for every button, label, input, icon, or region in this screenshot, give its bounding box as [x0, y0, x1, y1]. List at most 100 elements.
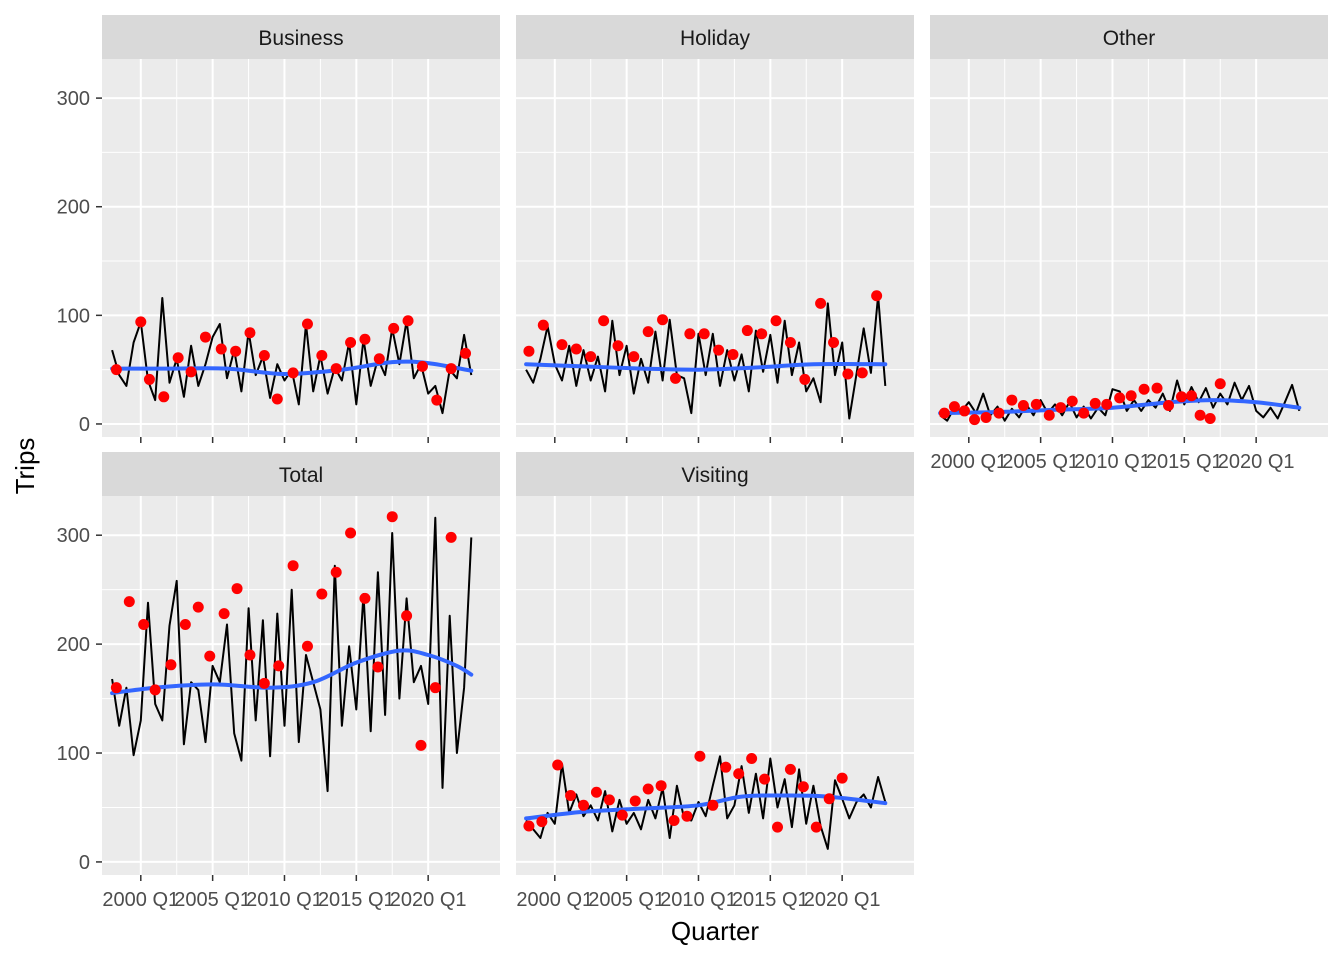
- panel-background: [516, 496, 914, 875]
- peak-point: [603, 794, 615, 806]
- peak-point: [629, 795, 641, 807]
- peak-point: [642, 783, 654, 795]
- peak-point: [110, 682, 122, 694]
- peak-point: [1114, 392, 1126, 404]
- peak-point: [1089, 397, 1101, 409]
- facet-strip: [516, 452, 914, 496]
- peak-point: [1066, 395, 1078, 407]
- panel-background: [930, 59, 1328, 437]
- peak-point: [460, 347, 472, 359]
- peak-point: [842, 368, 854, 380]
- x-tick-label: 2000 Q1: [930, 451, 1007, 473]
- x-tick-label: 2010 Q1: [660, 889, 737, 911]
- peak-point: [799, 373, 811, 385]
- peak-point: [668, 815, 680, 827]
- peak-point: [1163, 400, 1175, 411]
- peak-point: [431, 394, 443, 406]
- peak-point: [258, 350, 270, 362]
- peak-point: [1030, 398, 1042, 410]
- x-tick-label: 2010 Q1: [246, 889, 323, 911]
- peak-point: [287, 367, 299, 379]
- facet-strip-label: Holiday: [680, 27, 751, 50]
- facet-business: Business 0 100 200 300: [57, 15, 500, 443]
- peak-point: [165, 659, 177, 671]
- y-tick-label: 100: [57, 305, 90, 327]
- peak-point: [578, 799, 590, 811]
- peak-point: [386, 511, 398, 523]
- y-tick-label: 100: [57, 743, 90, 765]
- peak-point: [741, 325, 753, 337]
- facet-strip: [930, 15, 1328, 59]
- smooth-trend-line: [524, 793, 888, 821]
- peak-point: [523, 345, 535, 357]
- peak-point: [192, 601, 204, 613]
- peak-point: [301, 640, 313, 652]
- y-tick-label: 200: [57, 634, 90, 656]
- peak-point: [1101, 398, 1113, 410]
- peak-point: [797, 781, 809, 793]
- peak-point: [938, 407, 950, 419]
- peak-point: [759, 773, 771, 785]
- peak-point: [616, 809, 628, 821]
- peak-point: [856, 367, 868, 379]
- peak-point: [199, 331, 211, 343]
- y-tick-label: 300: [57, 88, 90, 110]
- peak-point: [1055, 402, 1067, 414]
- peak-point: [230, 345, 242, 357]
- peak-point: [948, 401, 960, 413]
- peak-point: [823, 793, 835, 805]
- y-tick-label: 0: [79, 852, 90, 874]
- peak-point: [429, 682, 441, 694]
- peak-point: [707, 799, 719, 811]
- x-tick-label: 2005 Q1: [174, 889, 251, 911]
- x-tick-label: 2015 Q1: [1146, 451, 1223, 473]
- facet-strip-label: Business: [258, 27, 343, 50]
- peak-point: [123, 596, 135, 608]
- peak-point: [727, 348, 739, 360]
- peak-point: [810, 821, 822, 833]
- peak-point: [179, 619, 191, 631]
- peak-point: [373, 353, 385, 365]
- peak-point: [1175, 391, 1187, 403]
- peak-point: [143, 373, 155, 385]
- peak-point: [244, 649, 256, 661]
- peak-point: [149, 684, 161, 696]
- x-tick-label: 2020 Q1: [1218, 451, 1295, 473]
- peak-point: [720, 761, 732, 773]
- peak-point: [416, 360, 428, 372]
- peak-point: [231, 583, 243, 595]
- peak-point: [684, 328, 696, 340]
- peak-point: [1204, 413, 1216, 425]
- facet-strip-label: Total: [279, 464, 323, 487]
- peak-point: [1151, 382, 1163, 394]
- trips-line: [525, 294, 887, 420]
- peak-point: [836, 772, 848, 784]
- peak-point: [330, 363, 342, 375]
- peak-point: [590, 786, 602, 798]
- peak-point: [401, 610, 413, 622]
- peak-point: [556, 339, 568, 351]
- trips-line: [111, 516, 473, 793]
- y-tick-label: 200: [57, 197, 90, 219]
- x-tick-label: 2015 Q1: [732, 889, 809, 911]
- peak-point: [980, 411, 992, 423]
- peak-point: [612, 340, 624, 352]
- peak-point: [372, 661, 384, 673]
- peak-point: [402, 315, 414, 327]
- peak-point: [598, 315, 610, 327]
- peak-point: [271, 393, 283, 405]
- peak-point: [301, 318, 313, 330]
- peak-point: [655, 780, 667, 792]
- peak-point: [1043, 409, 1055, 421]
- peak-point: [388, 322, 400, 334]
- peak-point: [1125, 390, 1137, 402]
- smooth-trend-line: [524, 361, 888, 372]
- x-tick-label: 2005 Q1: [588, 889, 665, 911]
- y-tick-label: 0: [79, 414, 90, 436]
- peak-point: [1138, 383, 1150, 395]
- peak-point: [110, 364, 122, 376]
